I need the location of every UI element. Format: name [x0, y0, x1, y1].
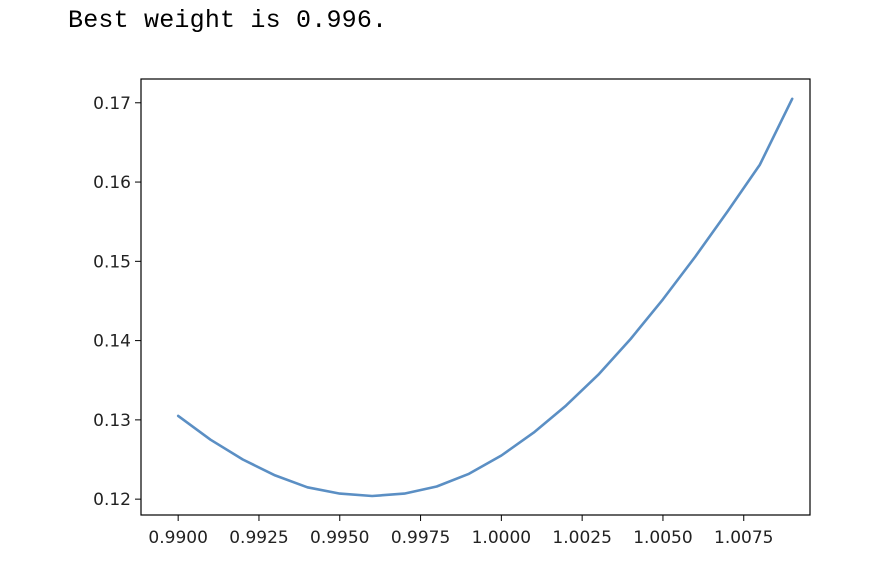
x-tick-label: 0.9975 [391, 528, 450, 548]
x-tick-label: 1.0075 [714, 528, 773, 548]
y-tick-label: 0.14 [93, 332, 131, 352]
y-tick-label: 0.17 [93, 94, 131, 114]
y-tick-label: 0.13 [93, 411, 131, 431]
x-tick-label: 0.9950 [310, 528, 369, 548]
x-tick-label: 1.0000 [472, 528, 531, 548]
x-tick-label: 0.9925 [229, 528, 288, 548]
plot-area [140, 78, 811, 516]
y-tick-label: 0.12 [93, 490, 131, 510]
x-axis: 0.9900 0.9925 0.9950 0.9975 1.0000 1.0025 1.00… [148, 515, 773, 548]
y-tick-label: 0.16 [93, 173, 131, 193]
cell-output-text: Best weight is 0.996. [68, 6, 388, 35]
x-tick-label: 0.9900 [148, 528, 207, 548]
x-tick-label: 1.0025 [552, 528, 611, 548]
series-line [176, 97, 794, 498]
y-axis: 0.12 0.13 0.14 0.15 0.16 0.17 [93, 94, 141, 510]
y-tick-label: 0.15 [93, 252, 131, 272]
x-tick-label: 1.0050 [633, 528, 692, 548]
